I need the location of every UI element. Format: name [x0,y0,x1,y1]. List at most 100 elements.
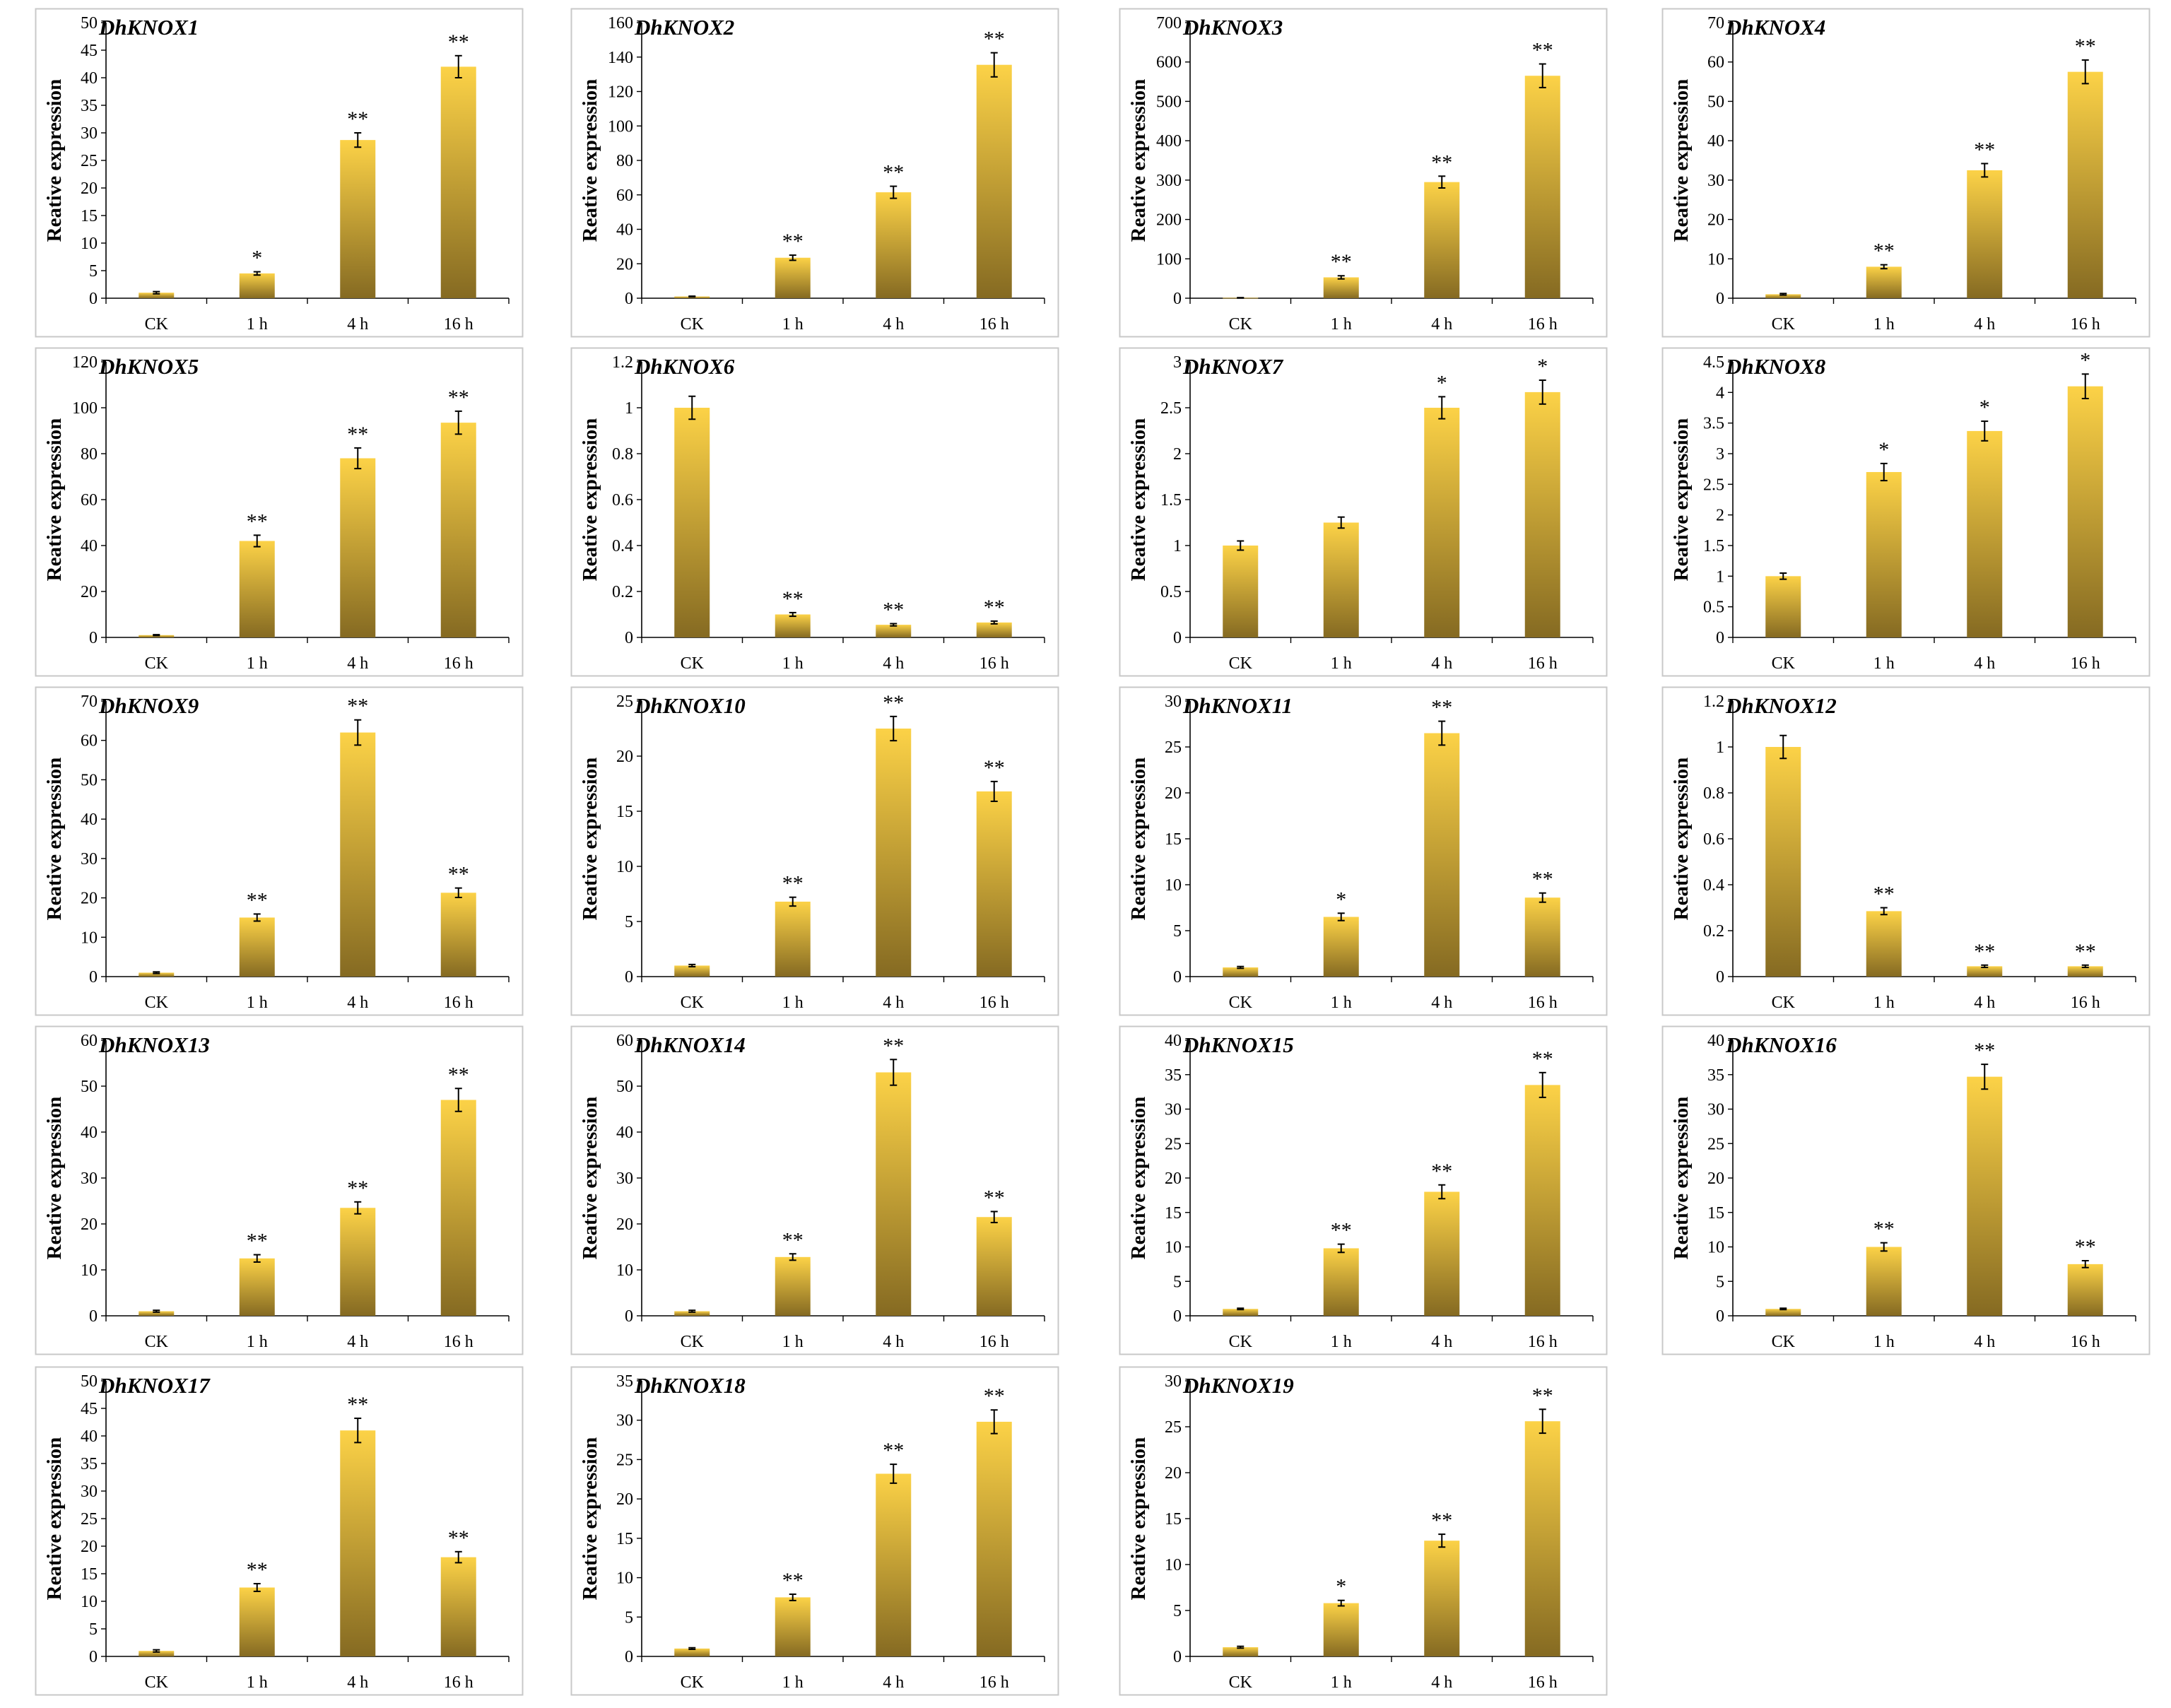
bar-4[interactable] [976,1217,1012,1316]
y-tick-label: 5 [1716,1273,1724,1291]
bar-2[interactable] [1866,472,1902,637]
y-tick-label: 5 [89,262,98,281]
bar-1[interactable] [674,1311,710,1317]
significance-mark: ** [347,1177,368,1200]
significance-mark: ** [247,510,268,533]
bar-2[interactable] [239,541,275,638]
bar-3[interactable] [876,729,912,977]
bar-2[interactable] [239,1258,275,1316]
y-tick-label: 100 [608,117,633,136]
bar-1[interactable] [139,1311,175,1317]
bar-2[interactable] [1323,277,1359,298]
y-tick-label: 0 [625,290,633,308]
bar-2[interactable] [1323,522,1359,638]
bar-1[interactable] [1223,967,1259,977]
bar-2[interactable] [239,917,275,977]
x-tick-label: 16 h [979,994,1009,1012]
bar-2[interactable] [775,1256,811,1316]
bar-1[interactable] [674,408,710,637]
bar-3[interactable] [340,1430,376,1656]
bar-3[interactable] [1967,966,2003,977]
bar-1[interactable] [1765,1309,1801,1316]
y-tick-label: 50 [81,771,98,789]
bar-4[interactable] [440,893,476,977]
bar-2[interactable] [1323,1603,1359,1656]
bar-3[interactable] [1424,733,1460,977]
bar-4[interactable] [440,66,476,299]
bar-4[interactable] [2067,386,2103,637]
bar-1[interactable] [1765,747,1801,977]
y-axis-label: Reative expression [43,79,66,242]
bar-1[interactable] [139,972,175,977]
bar-2[interactable] [1323,1248,1359,1316]
bar-4[interactable] [976,791,1012,977]
x-tick-label: 1 h [247,1673,268,1692]
x-tick-label: 4 h [1431,654,1452,673]
bar-1[interactable] [674,965,710,977]
bar-4[interactable] [2067,966,2103,977]
y-tick-label: 2.5 [1160,399,1182,418]
bar-3[interactable] [876,192,912,298]
bar-4[interactable] [1524,897,1560,977]
bar-2[interactable] [775,901,811,977]
bar-3[interactable] [340,458,376,638]
x-tick-label: CK [1772,994,1796,1012]
bar-2[interactable] [1866,911,1902,977]
bar-3[interactable] [1967,170,2003,298]
bar-3[interactable] [876,625,912,637]
bar-3[interactable] [876,1473,912,1656]
bar-1[interactable] [1765,576,1801,637]
y-tick-label: 35 [81,1455,98,1473]
bar-4[interactable] [976,622,1012,637]
bar-3[interactable] [1424,1191,1460,1317]
bar-3[interactable] [340,1208,376,1316]
significance-mark: ** [347,107,368,131]
bar-2[interactable] [775,614,811,638]
bar-2[interactable] [775,1597,811,1656]
bar-4[interactable] [2067,1264,2103,1316]
x-tick-label: 1 h [782,1673,804,1692]
bar-1[interactable] [1223,1647,1259,1656]
bar-2[interactable] [1323,917,1359,977]
x-tick-label: 1 h [782,994,804,1012]
bar-3[interactable] [876,1072,912,1317]
y-tick-label: 40 [616,1124,633,1142]
y-axis-label: Reative expression [579,1437,601,1601]
chart-title: DhKNOX1 [98,15,199,40]
x-tick-label: 16 h [1528,1673,1558,1692]
bar-4[interactable] [976,1421,1012,1656]
bar-4[interactable] [1524,391,1560,637]
y-tick-label: 0.6 [1703,830,1724,849]
bar-1[interactable] [1223,546,1259,637]
bar-4[interactable] [1524,76,1560,298]
bar-3[interactable] [1967,1076,2003,1316]
bar-2[interactable] [1866,1247,1902,1317]
bar-3[interactable] [1424,408,1460,637]
bar-2[interactable] [775,257,811,298]
bar-4[interactable] [1524,1085,1560,1316]
x-tick-label: 4 h [883,315,904,334]
bar-1[interactable] [674,1648,710,1656]
bar-4[interactable] [1524,1421,1560,1656]
bar-1[interactable] [1223,1309,1259,1316]
bar-4[interactable] [2067,71,2103,299]
bar-4[interactable] [976,64,1012,298]
bar-4[interactable] [440,423,476,637]
bar-2[interactable] [239,273,275,298]
bar-2[interactable] [1866,266,1902,298]
bar-4[interactable] [440,1100,476,1317]
bar-1[interactable] [139,1651,175,1656]
y-tick-label: 25 [1165,1418,1182,1437]
bar-3[interactable] [1424,1541,1460,1656]
y-tick-label: 20 [616,1215,633,1234]
bar-1[interactable] [1765,294,1801,298]
y-tick-label: 0 [1173,290,1182,308]
y-tick-label: 35 [1707,1066,1724,1085]
bar-2[interactable] [239,1587,275,1657]
bar-1[interactable] [139,293,175,298]
bar-3[interactable] [1967,430,2003,637]
bar-3[interactable] [340,732,376,977]
bar-3[interactable] [340,140,376,298]
bar-4[interactable] [440,1557,476,1656]
bar-3[interactable] [1424,182,1460,298]
